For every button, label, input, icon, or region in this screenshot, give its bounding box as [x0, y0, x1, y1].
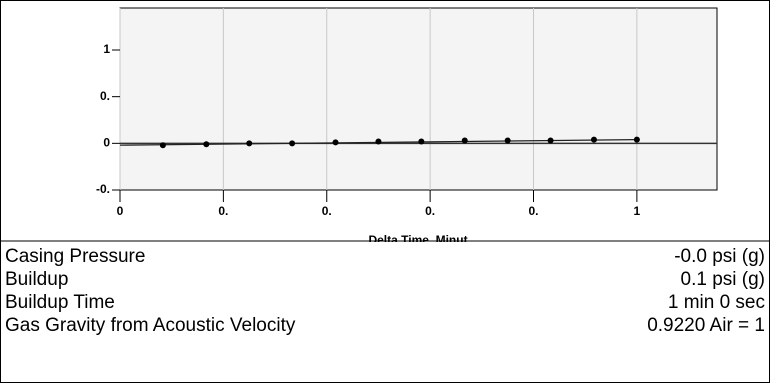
point [203, 141, 210, 148]
info-row: Casing Pressure -0.0 psi (g) [0, 245, 770, 268]
info-value: 1 min 0 sec [667, 292, 765, 313]
point [418, 138, 425, 145]
info-table: Casing Pressure -0.0 psi (g) Buildup 0.1 ps… [0, 245, 770, 337]
y-tick-label: 0. [100, 89, 110, 103]
chart: Delta Time, Minut 0 0. 0. 0. 0. 1 1 0. 0 -0. [0, 7, 770, 242]
x-tick-label: 0 [117, 204, 124, 218]
info-row: Buildup 0.1 psi (g) [0, 268, 770, 291]
info-label: Gas Gravity from Acoustic Velocity [5, 315, 296, 336]
point [461, 137, 468, 144]
point [159, 142, 166, 149]
point [504, 137, 511, 144]
point [289, 140, 296, 147]
x-tick-label: 0. [218, 204, 228, 218]
info-row: Gas Gravity from Acoustic Velocity 0.9220… [0, 314, 770, 337]
y-tick-label: -0. [96, 182, 110, 196]
x-tick-label: 0. [425, 204, 435, 218]
x-tick-label: 0. [528, 204, 538, 218]
info-label: Buildup [5, 269, 69, 290]
plot-area [119, 7, 718, 191]
info-value: 0.9220 Air = 1 [647, 315, 765, 336]
y-tick-label: 0 [103, 136, 110, 150]
info-label: Buildup Time [5, 292, 115, 313]
info-row: Buildup Time 1 min 0 sec [0, 291, 770, 314]
info-value: -0.0 psi (g) [674, 246, 765, 267]
point [375, 138, 382, 145]
x-tick-label: 0. [322, 204, 332, 218]
info-label: Casing Pressure [5, 246, 146, 267]
y-tick-label: 1 [103, 42, 110, 56]
point [590, 136, 597, 143]
point [547, 137, 554, 144]
x-tick-label: 1 [634, 204, 641, 218]
info-value: 0.1 psi (g) [680, 269, 765, 290]
x-axis-label: Delta Time, Minut [368, 233, 467, 242]
point [633, 136, 640, 143]
point [332, 139, 339, 146]
point [246, 140, 253, 147]
